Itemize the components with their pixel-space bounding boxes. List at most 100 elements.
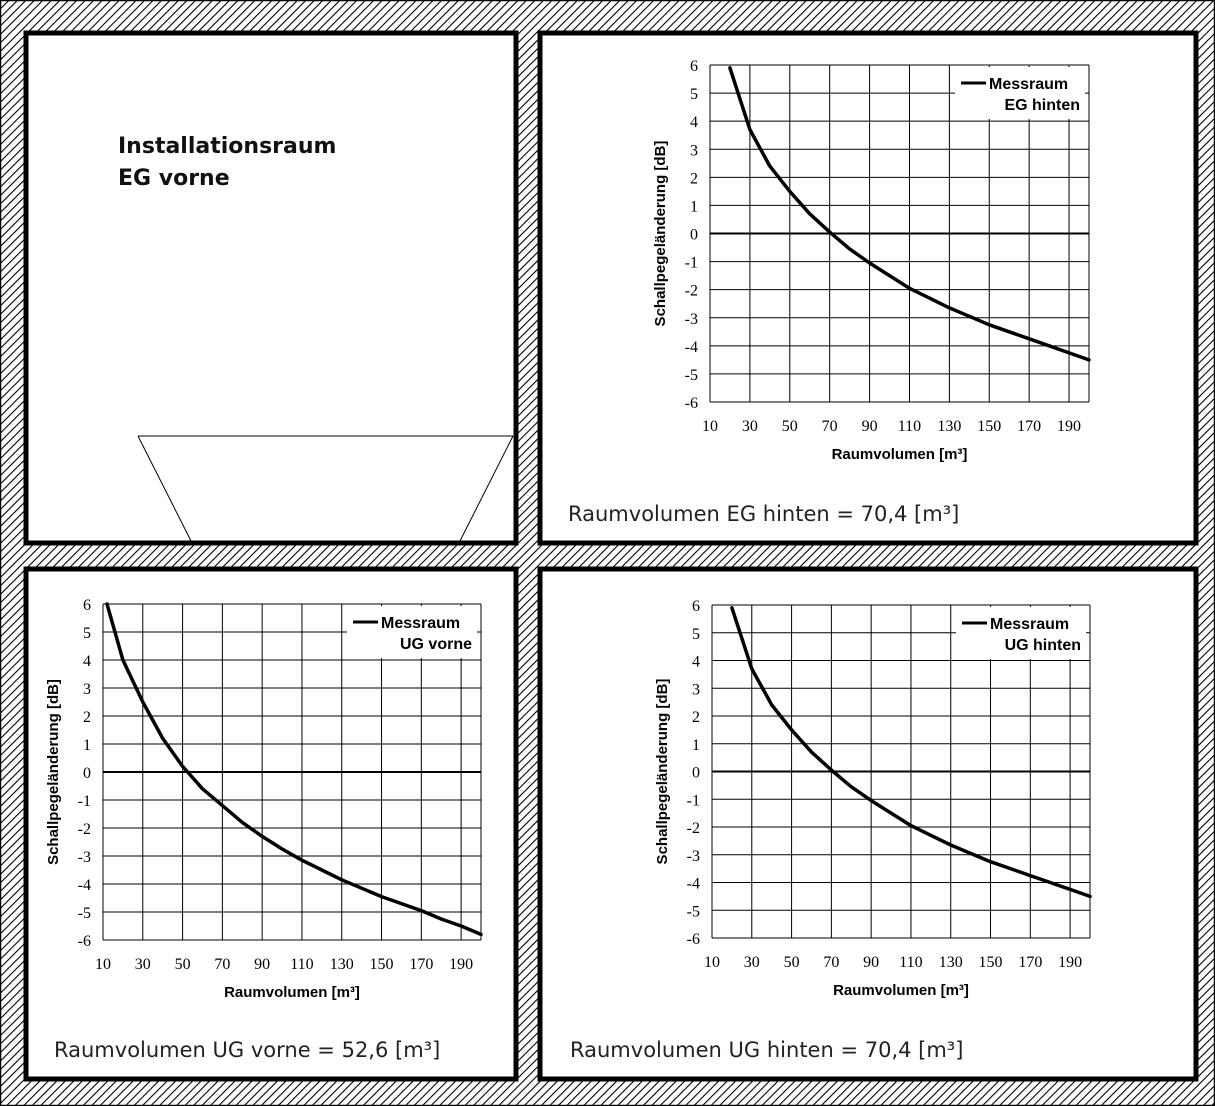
series-point — [220, 804, 224, 808]
series-point — [260, 834, 264, 838]
y-tick-label: 0 — [83, 765, 91, 782]
series-point — [121, 658, 125, 662]
x-tick-label: 70 — [822, 418, 838, 435]
caption-ug-vorne: Raumvolumen UG vorne = 52,6 [m³] — [54, 1038, 441, 1062]
x-tick-label: 10 — [704, 954, 720, 971]
y-tick-label: 3 — [83, 681, 91, 698]
x-tick-label: 130 — [330, 956, 354, 973]
x-tick-label: 90 — [862, 418, 878, 435]
series-point — [947, 306, 951, 310]
series-point — [987, 323, 991, 327]
series-point — [770, 703, 774, 707]
caption-eg-hinten: Raumvolumen EG hinten = 70,4 [m³] — [568, 502, 960, 526]
x-tick-label: 170 — [1017, 418, 1041, 435]
series-point — [1068, 887, 1072, 891]
x-tick-label: 50 — [784, 954, 800, 971]
y-tick-label: -4 — [78, 877, 91, 894]
series-point — [300, 858, 304, 862]
series-point — [240, 820, 244, 824]
series-point — [888, 274, 892, 278]
legend-background — [956, 607, 1086, 659]
x-tick-label: 30 — [742, 418, 758, 435]
series-point — [730, 606, 734, 610]
y-tick-label: 4 — [692, 654, 700, 671]
x-tick-label: 190 — [449, 956, 473, 973]
series-point — [849, 785, 853, 789]
series-point — [889, 811, 893, 815]
legend-label-line2: UG vorne — [400, 636, 472, 653]
x-tick-label: 190 — [1058, 954, 1082, 971]
y-tick-label: 1 — [692, 737, 700, 754]
x-tick-label: 90 — [863, 954, 879, 971]
series-point — [161, 736, 165, 740]
y-tick-label: -1 — [687, 792, 700, 809]
series-point — [200, 787, 204, 791]
y-tick-label: 1 — [690, 198, 698, 215]
x-tick-label: 170 — [409, 956, 433, 973]
x-axis-title: Raumvolumen [m³] — [224, 984, 360, 1001]
y-axis-title: Schallpegeländerung [dB] — [45, 679, 62, 865]
y-tick-label: -6 — [687, 931, 700, 948]
y-tick-label: 2 — [692, 709, 700, 726]
series-point — [768, 164, 772, 168]
y-tick-label: 5 — [690, 86, 698, 103]
y-tick-label: -1 — [685, 255, 698, 272]
chart-grid — [711, 604, 1091, 939]
x-tick-label: 110 — [899, 954, 922, 971]
series-point — [399, 902, 403, 906]
x-tick-label: 70 — [823, 954, 839, 971]
series-point — [728, 66, 732, 70]
series-point — [808, 212, 812, 216]
y-tick-label: 1 — [83, 737, 91, 754]
room-installation-eg-vorne — [23, 30, 519, 546]
x-axis-title: Raumvolumen [m³] — [832, 446, 968, 463]
y-tick-label: -3 — [78, 849, 91, 866]
series-point — [1007, 330, 1011, 334]
room-ug-hinten — [537, 566, 1199, 1082]
series-point — [419, 909, 423, 913]
x-tick-label: 50 — [782, 418, 798, 435]
series-point — [105, 602, 109, 606]
series-point — [1047, 344, 1051, 348]
series-point — [479, 932, 483, 936]
y-tick-label: 2 — [690, 170, 698, 187]
legend-label: Messraum — [990, 616, 1069, 633]
x-tick-label: 130 — [937, 418, 961, 435]
y-tick-label: -5 — [78, 905, 91, 922]
series-point — [1027, 337, 1031, 341]
series-point — [949, 843, 953, 847]
series-point — [1008, 867, 1012, 871]
series-point — [1028, 874, 1032, 878]
legend-background — [955, 67, 1085, 119]
series-point — [748, 128, 752, 132]
series-point — [320, 868, 324, 872]
x-tick-label: 110 — [290, 956, 313, 973]
series-point — [929, 833, 933, 837]
series-point — [828, 230, 832, 234]
y-tick-label: 6 — [692, 598, 700, 615]
y-tick-label: -4 — [687, 876, 700, 893]
x-tick-label: 10 — [702, 418, 718, 435]
x-tick-label: 30 — [744, 954, 760, 971]
x-tick-label: 150 — [370, 956, 394, 973]
stair-opening-symbol — [137, 435, 514, 542]
x-tick-label: 190 — [1057, 418, 1081, 435]
installation-room-title-line1: Installationsraum — [118, 134, 337, 159]
x-tick-label: 70 — [214, 956, 230, 973]
legend-label-line2: UG hinten — [1005, 637, 1081, 654]
y-tick-label: 5 — [83, 625, 91, 642]
y-tick-label: -3 — [685, 311, 698, 328]
y-tick-label: -4 — [685, 339, 698, 356]
series-point — [848, 247, 852, 251]
series-point — [439, 917, 443, 921]
y-tick-label: 0 — [690, 227, 698, 244]
series-point — [280, 847, 284, 851]
series-point — [969, 851, 973, 855]
series-point — [927, 296, 931, 300]
x-tick-label: 170 — [1018, 954, 1042, 971]
y-tick-label: 4 — [690, 114, 698, 131]
